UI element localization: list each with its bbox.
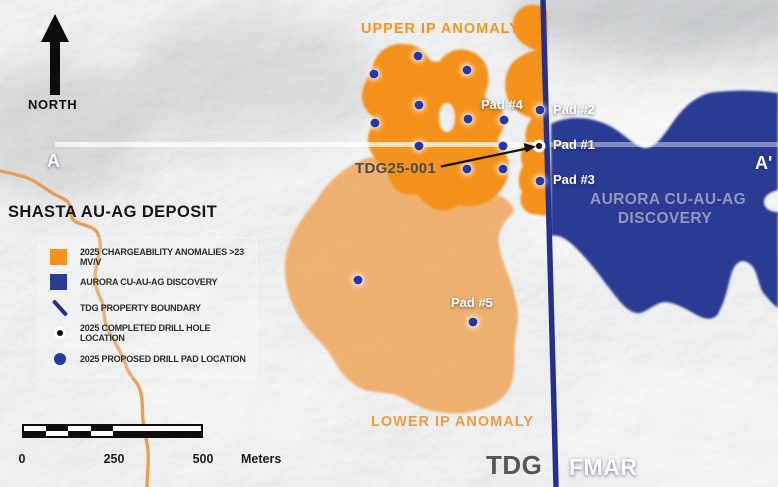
legend: 2025 CHARGEABILITY ANOMALIES >23 MV/V AU…	[37, 237, 257, 378]
north-arrow	[30, 12, 80, 112]
proposed-pad-dot	[497, 140, 509, 152]
legend-item-label: TDG PROPERTY BOUNDARY	[80, 303, 201, 313]
aurora-label-line1: AURORA CU-AU-AG	[590, 191, 747, 208]
legend-item-label: 2025 COMPLETED DRILL HOLE LOCATION	[80, 323, 211, 343]
proposed-pad-dot	[467, 316, 479, 328]
proposed-pad-dot	[498, 114, 510, 126]
drill-dots-layer	[351, 49, 547, 329]
proposed-pad-dot	[534, 104, 546, 116]
scale-bar	[22, 424, 203, 438]
north-label: NORTH	[28, 97, 78, 112]
property-label-fmar: FMAR	[569, 454, 638, 480]
legend-item-completed-hole: 2025 COMPLETED DRILL HOLE LOCATION	[50, 323, 256, 343]
proposed-pad-dot	[534, 175, 546, 187]
proposed-pad-dot	[412, 50, 424, 62]
diagonal-line-icon	[51, 299, 69, 317]
legend-item-boundary: TDG PROPERTY BOUNDARY	[50, 298, 201, 318]
scale-tick-500: 500	[192, 452, 214, 466]
blue-square-icon	[50, 274, 67, 290]
pad-label: Pad #4	[481, 97, 523, 112]
pad-label: Pad #5	[451, 295, 493, 310]
scale-unit: Meters	[241, 452, 282, 466]
section-end-label: A'	[755, 153, 773, 173]
orange-square-icon	[50, 249, 67, 265]
section-line-west	[55, 142, 546, 147]
section-start-label: A	[47, 151, 60, 171]
property-boundary-line	[540, 0, 559, 487]
aurora-label-line2: DISCOVERY	[617, 210, 713, 227]
proposed-pad-dot	[462, 113, 474, 125]
proposed-pad-icon	[54, 353, 66, 365]
legend-item-proposed-pad: 2025 PROPOSED DRILL PAD LOCATION	[50, 349, 246, 369]
legend-item-label: 2025 PROPOSED DRILL PAD LOCATION	[80, 354, 246, 364]
proposed-pad-dot	[369, 117, 381, 129]
scale-tick-250: 250	[103, 452, 125, 466]
proposed-pad-dot	[461, 64, 473, 76]
road-line	[0, 169, 150, 487]
proposed-pad-dot	[368, 68, 380, 80]
drill-hole-annotation: TDG25-001	[355, 160, 437, 177]
proposed-pad-dot	[352, 274, 364, 286]
lower-ip-anomaly-shape	[284, 156, 519, 414]
pad-label: Pad #1	[553, 137, 595, 152]
proposed-pad-dot	[413, 99, 425, 111]
drill-hole-arrow	[440, 143, 536, 168]
pad-label: Pad #3	[553, 172, 595, 187]
proposed-pad-dot	[413, 140, 425, 152]
completed-hole-icon-center	[57, 330, 63, 336]
proposed-pad-dot	[461, 163, 473, 175]
completed-hole-dot	[535, 142, 543, 150]
map-title: SHASTA AU-AG DEPOSIT	[8, 203, 218, 221]
proposed-pad-dot	[497, 163, 509, 175]
legend-item-chargeability: 2025 CHARGEABILITY ANOMALIES >23 MV/V	[50, 247, 256, 267]
upper-anomaly-label: UPPER IP ANOMALY	[361, 21, 520, 37]
lower-anomaly-label: LOWER IP ANOMALY	[371, 414, 534, 430]
legend-item-label: AURORA CU-AU-AG DISCOVERY	[80, 277, 218, 287]
pad-label: Pad #2	[553, 102, 595, 117]
scale-tick-0: 0	[18, 452, 26, 466]
aurora-discovery-shape	[551, 90, 778, 319]
legend-item-label: 2025 CHARGEABILITY ANOMALIES >23 MV/V	[80, 247, 244, 267]
completed-hole-icon	[54, 327, 66, 339]
boundary-anomaly-strip-shape	[505, 4, 547, 216]
legend-item-aurora: AURORA CU-AU-AG DISCOVERY	[50, 272, 218, 292]
property-label-tdg: TDG	[486, 450, 543, 480]
